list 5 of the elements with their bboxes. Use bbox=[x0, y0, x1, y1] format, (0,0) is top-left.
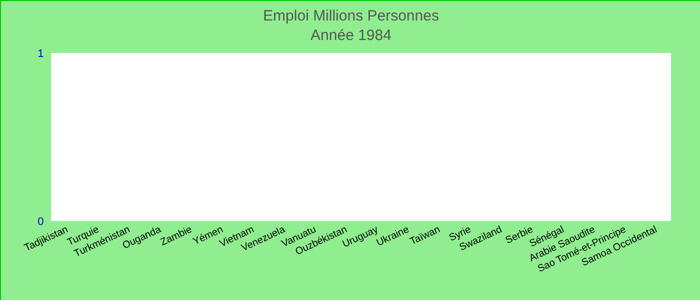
y-tick-label: 0 bbox=[38, 216, 44, 228]
y-tick-label: 1 bbox=[38, 48, 44, 60]
chart-title: Emploi Millions Personnes bbox=[263, 8, 439, 24]
x-tick-label: Taïwan bbox=[408, 224, 442, 248]
chart-subtitle: Année 1984 bbox=[310, 27, 392, 44]
